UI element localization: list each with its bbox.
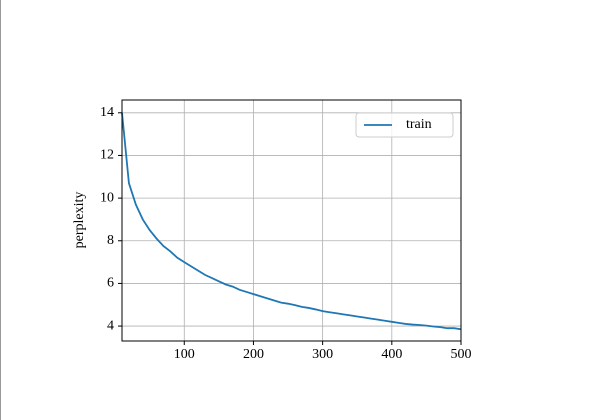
legend-label: train: [406, 117, 432, 132]
y-tick-label: 12: [100, 148, 114, 163]
y-tick-label: 8: [107, 233, 114, 248]
y-tick-label: 14: [100, 105, 114, 120]
x-tick-label: 100: [174, 347, 195, 362]
x-tick-label: 300: [312, 347, 333, 362]
y-tick-label: 10: [100, 190, 114, 205]
y-axis-label: perplexity: [72, 192, 87, 249]
line-series: [121, 112, 462, 331]
x-tick-label: 400: [381, 347, 402, 362]
x-tick-label: 200: [243, 347, 264, 362]
legend-box: [355, 112, 454, 138]
y-tick-label: 6: [107, 276, 114, 291]
x-tick-label: 500: [451, 347, 472, 362]
axes-frame: [121, 99, 462, 342]
y-tick-label: 4: [107, 318, 114, 333]
